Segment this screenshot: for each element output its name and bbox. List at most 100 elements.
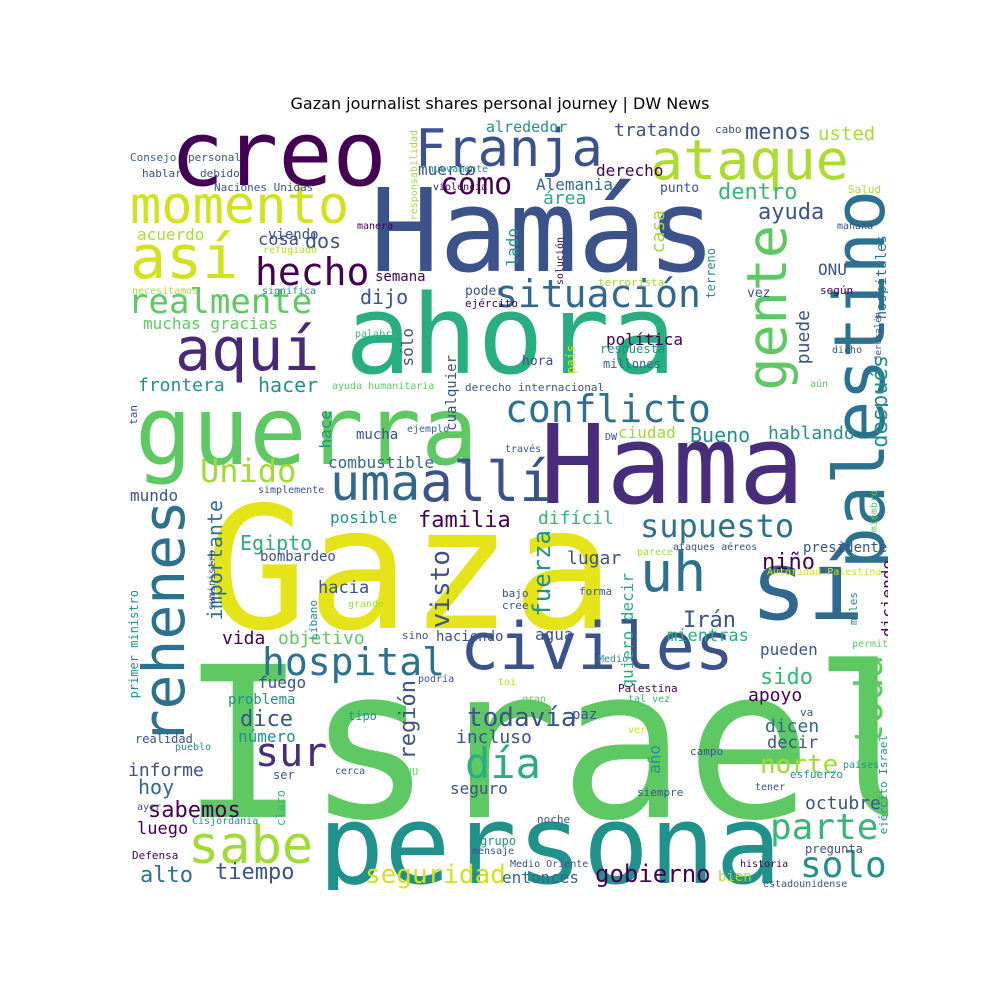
cloud-word: entonces [502,868,580,887]
cloud-word: mañana [837,221,874,232]
cloud-word: dicen [765,716,820,737]
cloud-word: posible [330,508,398,527]
cloud-word: solución [555,237,566,286]
cloud-word: realidad [135,732,193,746]
cloud-word: vida [222,628,266,649]
word-cloud: Israel Gaza persona Hamás Hama ahora guerra cre… [128,120,888,890]
cloud-word: hacia [318,578,370,598]
cloud-word: fuego [258,673,307,692]
cloud-word: decir [767,733,819,753]
cloud-word: allí [420,450,553,514]
cloud-word: todavía [467,703,577,733]
cloud-word: hablar [142,167,182,180]
cloud-word: gente [735,225,799,391]
cloud-word: seguro [450,779,508,798]
cloud-word: mundo [130,486,179,505]
cloud-word: frontera [138,375,225,396]
cloud-word: cree [502,599,529,612]
cloud-word: Medio Oriente [510,859,589,870]
cloud-word: tener [755,782,786,793]
cloud-word: hace [316,410,335,449]
cloud-word: bombardeo [260,549,336,565]
cloud-word: hora [522,354,554,369]
cloud-word: mensaje [472,846,515,857]
cloud-word: según [820,284,854,297]
cloud-word: pregunta [805,842,863,856]
cloud-word: civiles [460,610,734,685]
cloud-word: estadounidense [763,879,848,890]
cloud-word: acuerdo [137,225,205,244]
cloud-word: significa [262,286,317,297]
cloud-word: simplemente [258,485,325,496]
cloud-word: Irán [683,608,736,633]
cloud-word: Egipto [240,531,313,555]
cloud-word: miembro [869,490,880,533]
cloud-word: dijo [360,285,409,309]
cloud-word: nuevamente [428,164,489,175]
cloud-word: debido [200,167,240,180]
cloud-word: quiero decir [618,573,637,689]
cloud-word: suministro [207,550,218,611]
cloud-word: día [465,739,541,788]
cloud-word: ser [273,768,295,782]
cloud-word: va [800,706,814,719]
cloud-word: sido [760,665,813,690]
cloud-word: casa [648,210,669,254]
cloud-word: primer ministro [128,590,141,699]
cloud-word: combustible [328,453,434,472]
cloud-word: sí [750,532,865,642]
cloud-word: área [543,188,587,209]
cloud-word: parte [770,807,879,848]
cloud-word: ONU [818,260,847,279]
cloud-word: mientras [667,626,749,646]
cloud-word: Hama [540,401,805,529]
cloud-word: sur [255,730,328,776]
cloud-word: niño [762,550,815,575]
cloud-word: violencia [433,182,488,193]
cloud-word: Consejo [130,151,177,164]
cloud-word: tal vez [628,694,671,705]
cloud-word: través [505,444,542,455]
cloud-word: permitir [852,639,888,650]
cloud-word: año [645,745,664,774]
cloud-word: difícil [538,508,614,529]
cloud-word: pueblo [175,742,212,753]
cloud-word: responsabilidad [409,130,420,221]
cloud-word: punto [660,181,700,196]
cloud-word: ayuda [758,200,825,225]
cloud-word: sabemos [148,798,241,823]
cloud-word: ver [628,725,647,736]
cloud-word: muerto [418,160,476,179]
cloud-word: dicho [832,345,863,356]
cloud-word: vez [747,286,771,301]
cloud-word: cómo [440,167,513,202]
cloud-word: hoy [138,775,175,799]
cloud-word: toi [498,677,517,688]
cloud-word: agua [535,625,574,644]
cloud-word: parece [637,547,674,558]
cloud-word: podría [418,674,455,685]
cloud-word: DW [605,432,618,443]
cloud-word: derecho [596,161,664,180]
cloud-word: bien [718,869,752,885]
cloud-word: dice [240,707,293,732]
cloud-word: dos [305,229,342,253]
cloud-word: creo [170,120,387,207]
cloud-word: norte [760,750,839,780]
cloud-word: hecho [255,250,370,294]
cloud-word: EE UU [388,767,419,778]
chart-title: Gazan journalist shares personal journey… [290,94,710,113]
cloud-word: poder [465,284,505,299]
cloud-word: hospital [262,640,446,684]
cloud-word: puede [793,310,814,365]
cloud-word: lado [503,228,522,267]
cloud-word: ayer [137,802,162,813]
cloud-word: forma [579,585,613,598]
cloud-word: situación [495,272,701,316]
cloud-word: ejemplo [407,424,450,435]
cloud-word: Palestina [618,682,678,695]
cloud-word: cabo [715,123,742,136]
cloud-word: número [238,727,296,746]
cloud-word: supuesto [640,507,795,545]
cloud-word: necesitamos [132,286,199,297]
